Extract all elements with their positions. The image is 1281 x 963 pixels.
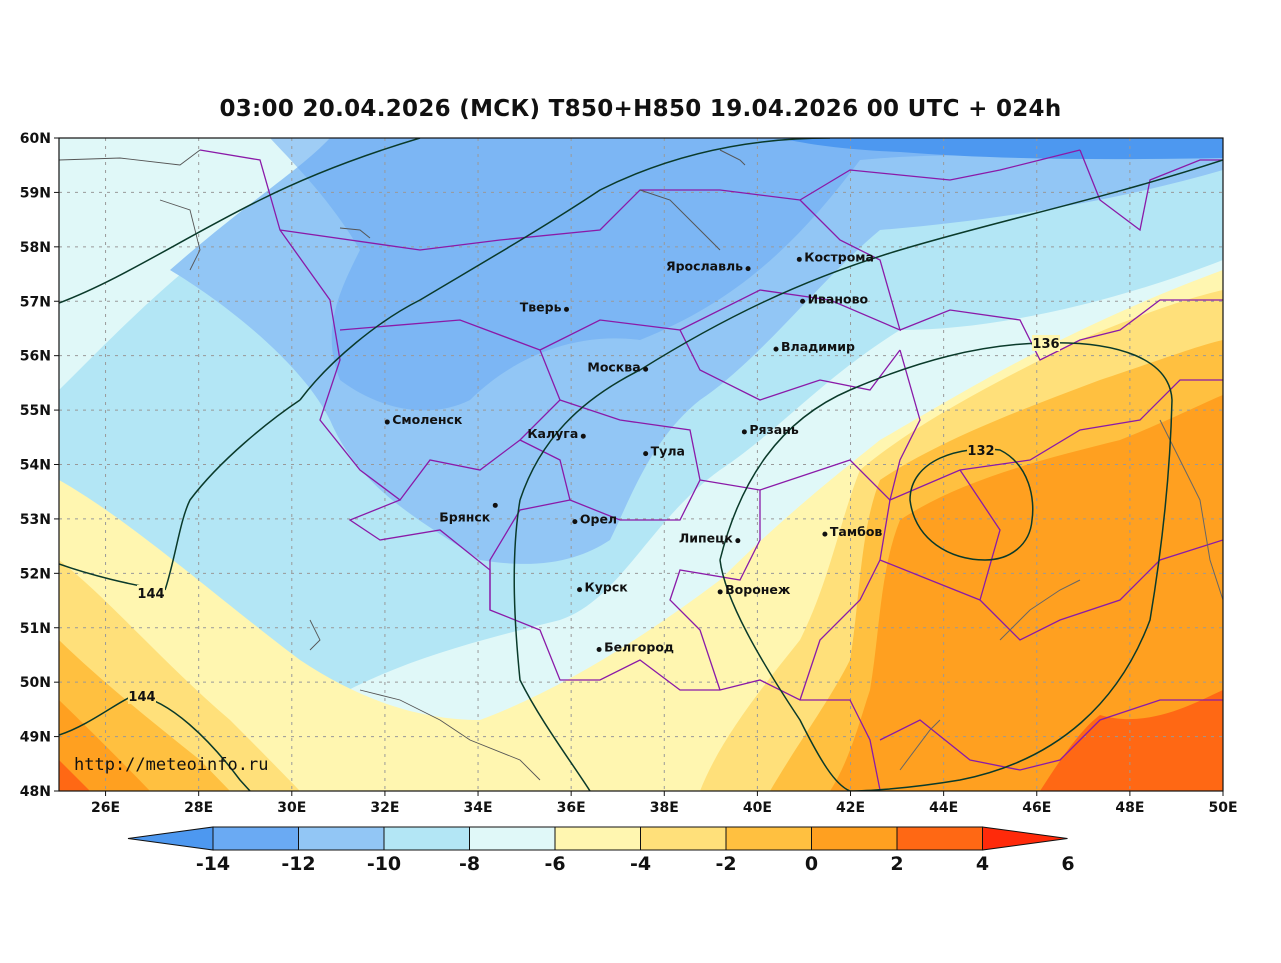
city-markers: Ярославль Кострома Иваново Тверь Владимир Мос… [384, 249, 882, 655]
colorbar-label: -6 [544, 853, 565, 875]
lon-tick-label: 44E [929, 800, 958, 816]
city-label: Брянск [439, 509, 491, 524]
contour-label-144b: 144 [128, 690, 155, 705]
lat-tick-label: 55N [20, 403, 51, 419]
city-dot [596, 647, 602, 653]
colorbar-label: 2 [890, 853, 903, 875]
city-dot [384, 419, 390, 425]
city-label: Владимир [781, 339, 855, 354]
lon-tick-label: 46E [1022, 800, 1051, 816]
colorbar-label: -10 [367, 853, 401, 875]
lon-tick-label: 32E [370, 800, 399, 816]
city-label: Иваново [808, 291, 869, 306]
colorbar-label: -8 [459, 853, 480, 875]
contour-label-144: 144 [137, 587, 164, 602]
lat-tick-label: 51N [20, 621, 51, 637]
colorbar-segment [725, 826, 812, 851]
colorbar-segment [811, 826, 898, 851]
lon-tick-label: 48E [1115, 800, 1144, 816]
city-label: Ярославль [666, 259, 743, 274]
city-label: Кострома [804, 249, 874, 264]
city-dot [800, 298, 806, 304]
colorbar-label: -4 [630, 853, 651, 875]
lat-tick-label: 58N [20, 240, 51, 256]
colorbar-segment [298, 826, 385, 851]
region-borders [59, 149, 1223, 791]
city-label: Курск [585, 580, 629, 595]
city-dot [773, 346, 779, 352]
lon-tick-label: 50E [1208, 800, 1237, 816]
lat-tick-label: 57N [20, 294, 51, 310]
city-label: Воронеж [725, 582, 791, 597]
city-label: Калуга [527, 426, 578, 441]
lat-tick-label: 49N [20, 730, 51, 746]
colorbar-high-arrow [982, 826, 1068, 851]
colorbar-segment [383, 826, 470, 851]
city-dot [745, 266, 751, 272]
contour-labels: 136 132 144 144 [128, 335, 1060, 705]
lon-tick-label: 38E [650, 800, 679, 816]
contour-label-132: 132 [967, 444, 994, 459]
colorbar-label: -12 [281, 853, 315, 875]
colorbar-segment [554, 826, 641, 851]
contour-label-136: 136 [1032, 337, 1059, 352]
city-dot [796, 256, 802, 262]
city-label: Орел [580, 512, 617, 527]
city-label: Белгород [604, 640, 674, 655]
lon-tick-label: 34E [464, 800, 493, 816]
lat-lon-grid [59, 138, 1223, 791]
colorbar: -14 -12 -10 -8 -6 -4 -2 0 2 4 6 [127, 826, 1075, 875]
watermark-text: http://meteoinfo.ru [74, 755, 268, 775]
city-dot [564, 306, 570, 312]
city-dot [580, 433, 586, 439]
city-dot [643, 366, 649, 372]
lat-tick-label: 56N [20, 349, 51, 365]
city-label: Рязань [749, 422, 799, 437]
lon-tick-label: 36E [557, 800, 586, 816]
colorbar-label: 6 [1061, 853, 1074, 875]
longitude-axis: 26E 28E 30E 32E 34E 36E 38E 40E 42E 44E 46E 48E 50E [91, 791, 1238, 816]
city-dot [717, 589, 723, 595]
city-dot [643, 451, 649, 457]
city-dot [572, 519, 578, 525]
colorbar-label: -2 [715, 853, 736, 875]
city-label: Москва [587, 359, 640, 374]
city-dot [735, 538, 741, 544]
lon-tick-label: 28E [184, 800, 213, 816]
temperature-field [59, 138, 1223, 791]
lat-tick-label: 59N [20, 185, 51, 201]
lon-tick-label: 26E [91, 800, 120, 816]
colorbar-segment [640, 826, 727, 851]
city-dot [741, 429, 747, 435]
lon-tick-label: 30E [277, 800, 306, 816]
lat-tick-label: 60N [20, 131, 51, 147]
lat-tick-label: 48N [20, 784, 51, 800]
city-dot [492, 502, 498, 508]
map-title: 03:00 20.04.2026 (МСК) T850+H850 19.04.2… [219, 96, 1062, 122]
lon-tick-label: 40E [743, 800, 772, 816]
city-dot [822, 531, 828, 537]
colorbar-segment [212, 826, 299, 851]
colorbar-label: -14 [196, 853, 230, 875]
latitude-axis: 60N 59N 58N 57N 56N 55N 54N 53N 52N 51N 50N 49N 48N [20, 131, 59, 800]
city-dot [577, 587, 583, 593]
colorbar-label: 0 [805, 853, 818, 875]
lat-tick-label: 53N [20, 512, 51, 528]
lat-tick-label: 50N [20, 675, 51, 691]
city-label: Смоленск [392, 412, 463, 427]
lat-tick-label: 52N [20, 566, 51, 582]
colorbar-segment [896, 826, 983, 851]
colorbar-segment [469, 826, 556, 851]
city-label: Тверь [520, 299, 562, 314]
lat-tick-label: 54N [20, 458, 51, 474]
colorbar-low-arrow [127, 826, 214, 851]
city-label: Тамбов [830, 524, 882, 539]
city-label: Тула [651, 444, 685, 459]
lon-tick-label: 42E [836, 800, 865, 816]
city-label: Липецк [679, 531, 734, 546]
colorbar-label: 4 [976, 853, 989, 875]
height-contours [59, 138, 1223, 791]
